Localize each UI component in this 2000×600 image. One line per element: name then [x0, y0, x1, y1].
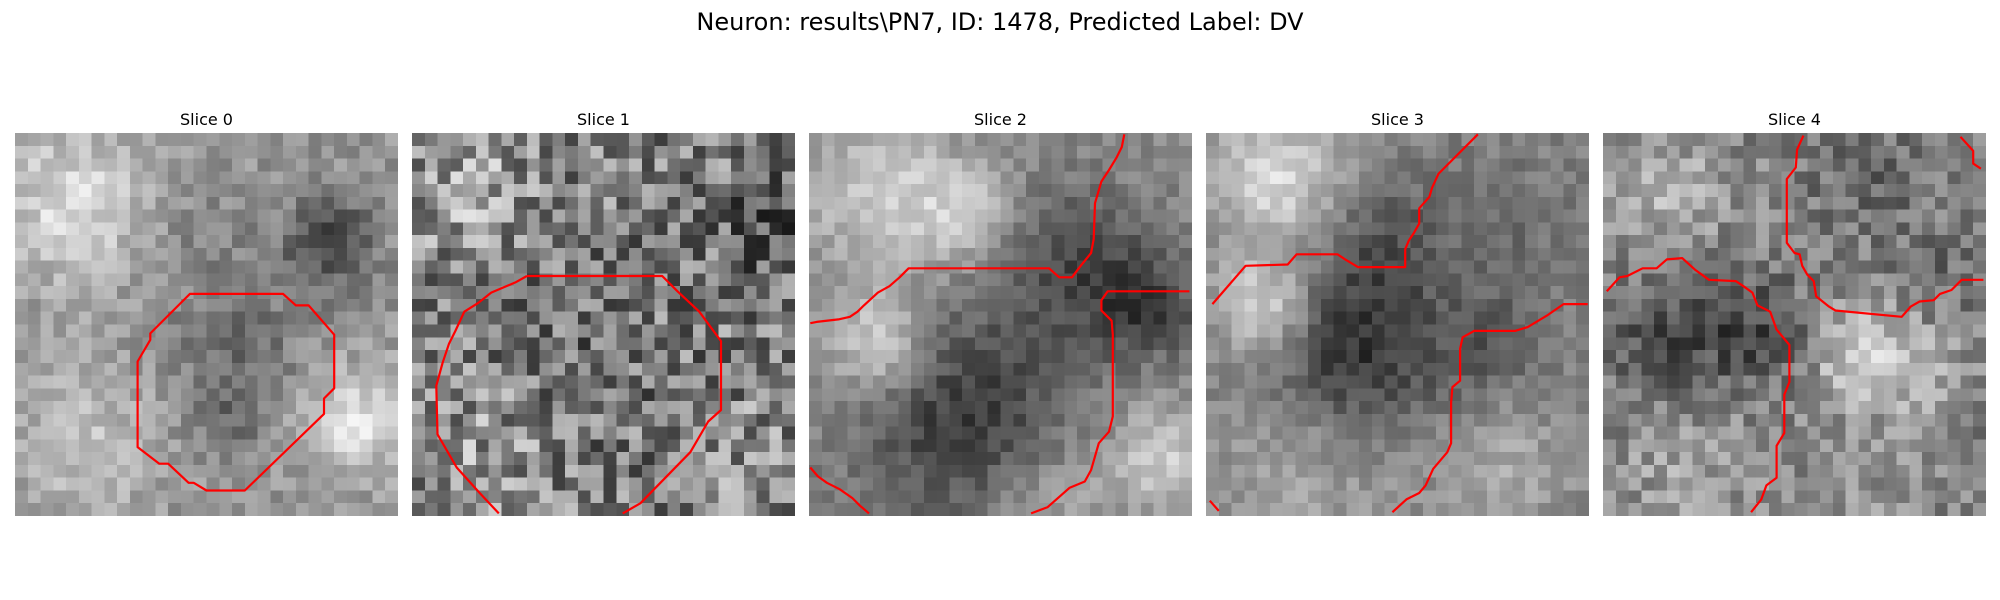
slice-4-title: Slice 4 [1768, 110, 1821, 129]
slice-2-pixels [809, 133, 1192, 516]
slice-3-pixels [1206, 133, 1589, 516]
slice-4-contour-1 [1959, 136, 1982, 170]
slice-4-contour-0 [1785, 135, 1984, 318]
slice-1-image [412, 133, 795, 516]
slice-4-pixels [1603, 133, 1986, 516]
slice-1-title: Slice 1 [577, 110, 630, 129]
slice-1-pixels [412, 133, 795, 516]
slice-2-image [809, 133, 1192, 516]
slice-2-contour-2 [809, 466, 870, 515]
slice-3-title: Slice 3 [1371, 110, 1424, 129]
slice-4-contour-2 [1605, 256, 1791, 513]
slice-2-title: Slice 2 [974, 110, 1027, 129]
slice-4-image [1603, 133, 1986, 516]
slice-3-contour-0 [1211, 133, 1479, 305]
slice-2-contour-0 [810, 134, 1126, 325]
figure-title: Neuron: results\PN7, ID: 1478, Predicted… [696, 8, 1304, 36]
slice-0-image [15, 133, 398, 516]
slice-0-contour-0 [136, 292, 336, 492]
slice-2-contour-1 [1030, 290, 1190, 515]
slice-3-contour-1 [1391, 303, 1588, 514]
slice-3-contour-2 [1208, 499, 1220, 512]
slice-0-pixels [15, 133, 398, 516]
slice-0-title: Slice 0 [180, 110, 233, 129]
slice-1-contour-0 [526, 274, 723, 515]
slice-1-contour-1 [435, 275, 528, 515]
slice-3-image [1206, 133, 1589, 516]
